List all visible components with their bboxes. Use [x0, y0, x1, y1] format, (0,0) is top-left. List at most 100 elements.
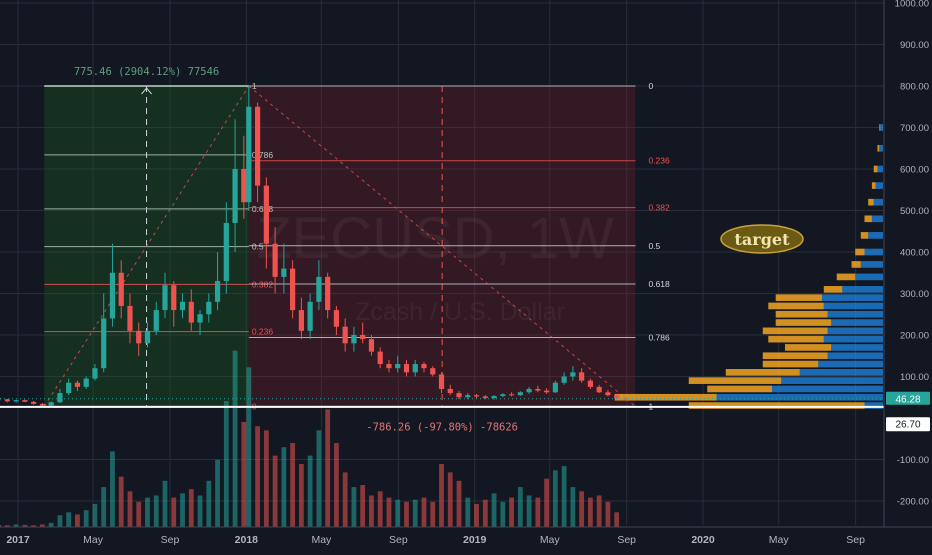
volume-bar: [118, 476, 124, 527]
candle-body: [136, 330, 142, 344]
candle-body: [272, 243, 278, 277]
time-axis-label: 2017: [6, 534, 30, 546]
candles: [0, 86, 629, 407]
volume-profile-bar-down: [775, 310, 828, 318]
time-axis-label: Sep: [389, 534, 408, 546]
fib-left-level-label: 0.236: [252, 327, 274, 337]
volume-bar: [188, 489, 194, 527]
volume-bar: [4, 525, 10, 527]
price-axis-panel: [884, 0, 932, 550]
candle-body: [430, 368, 436, 375]
volume-profile-bar-down: [688, 377, 782, 384]
volume-bar: [83, 510, 89, 527]
candle-body: [552, 382, 558, 393]
volume-bar: [377, 491, 383, 527]
candle-body: [544, 390, 550, 393]
candle-body: [298, 310, 304, 331]
volume-profile-bar-up: [868, 232, 883, 239]
price-axis-label: 100.00: [900, 372, 929, 383]
volume-bar: [145, 497, 150, 527]
volume-bar: [223, 401, 229, 527]
time-axis-label: May: [311, 534, 332, 546]
candle-body: [188, 301, 194, 323]
fib-right-level-label: 0.5: [648, 241, 660, 251]
volume-profile-bar-up: [716, 393, 883, 401]
volume-bar: [509, 497, 514, 527]
volume-bar: [482, 499, 488, 527]
volume-bar: [342, 472, 348, 527]
volume-profile-bar-up: [823, 335, 883, 343]
volume-profile-bar-down: [823, 286, 843, 293]
volume-bar: [395, 499, 401, 527]
candle-body: [214, 281, 221, 302]
volume-profile-bar-up: [875, 182, 883, 189]
fib-left-level-label: 0.618: [252, 204, 274, 214]
volume-profile-bar-down: [762, 360, 819, 368]
volume-profile-bar-up: [831, 344, 883, 351]
annotation-label: target: [735, 230, 791, 249]
volume-bar: [535, 497, 541, 527]
price-axis-label: 900.00: [900, 40, 929, 51]
volume-profile-bar-down: [784, 344, 832, 351]
volume-bar: [579, 491, 585, 527]
volume-bar: [136, 501, 142, 527]
time-axis-label: May: [83, 534, 104, 546]
volume-profile-bar-down: [762, 327, 828, 335]
volume-profile-bar-up: [842, 286, 883, 293]
volume-bar: [596, 495, 602, 527]
volume-profile-bar-down: [614, 393, 717, 401]
candle-body: [500, 394, 506, 397]
candle-body: [508, 394, 515, 396]
candle-body: [281, 268, 287, 277]
volume-bar: [544, 478, 550, 527]
candle-body: [307, 301, 313, 331]
measure-up-arrowhead: [141, 87, 152, 95]
volume-bar: [561, 466, 567, 527]
volume-profile-bar-down: [836, 273, 856, 281]
volume-profile-bar-down: [877, 144, 880, 152]
volume-bar: [526, 495, 532, 527]
candle-body: [66, 382, 72, 394]
candle-body: [386, 364, 392, 369]
volume-bar: [500, 501, 506, 527]
volume-profile-bar-down: [707, 385, 772, 393]
volume-profile-bar-up: [873, 198, 883, 206]
volume-bar: [491, 493, 497, 527]
volume-bar: [474, 503, 479, 527]
price-axis-label: 300.00: [900, 289, 929, 300]
volume-bar: [75, 514, 80, 527]
volume-profile-bar-down: [775, 294, 822, 301]
volume-bar: [430, 501, 436, 527]
candle-body: [83, 378, 89, 387]
volume-bar: [246, 367, 252, 527]
trend-line-up: [43, 85, 250, 407]
volume-bar: [66, 512, 72, 527]
candle-body: [162, 285, 168, 311]
candle-body: [13, 400, 19, 402]
candle-body: [48, 402, 54, 406]
candle-body: [377, 351, 383, 365]
candle-body: [57, 393, 63, 403]
price-axis-label: 600.00: [900, 165, 929, 176]
volume-bar: [307, 455, 313, 527]
volume-bar: [180, 493, 185, 527]
volume-bar: [404, 501, 409, 527]
volume-bar: [386, 497, 392, 527]
candle-body: [342, 326, 348, 344]
volume-bar: [31, 525, 37, 527]
volume-bar: [39, 524, 45, 527]
candle-body: [395, 364, 401, 369]
candle-body: [254, 106, 261, 186]
volume-profile-bar-down: [868, 198, 874, 206]
volume-bar: [605, 501, 611, 527]
candle-body: [101, 318, 107, 369]
time-axis-label: Sep: [846, 534, 865, 546]
price-axis-label: -100.00: [897, 455, 929, 466]
candle-body: [31, 401, 37, 404]
candle-body: [473, 395, 480, 397]
candle-body: [535, 388, 541, 391]
candle-body: [39, 403, 45, 406]
